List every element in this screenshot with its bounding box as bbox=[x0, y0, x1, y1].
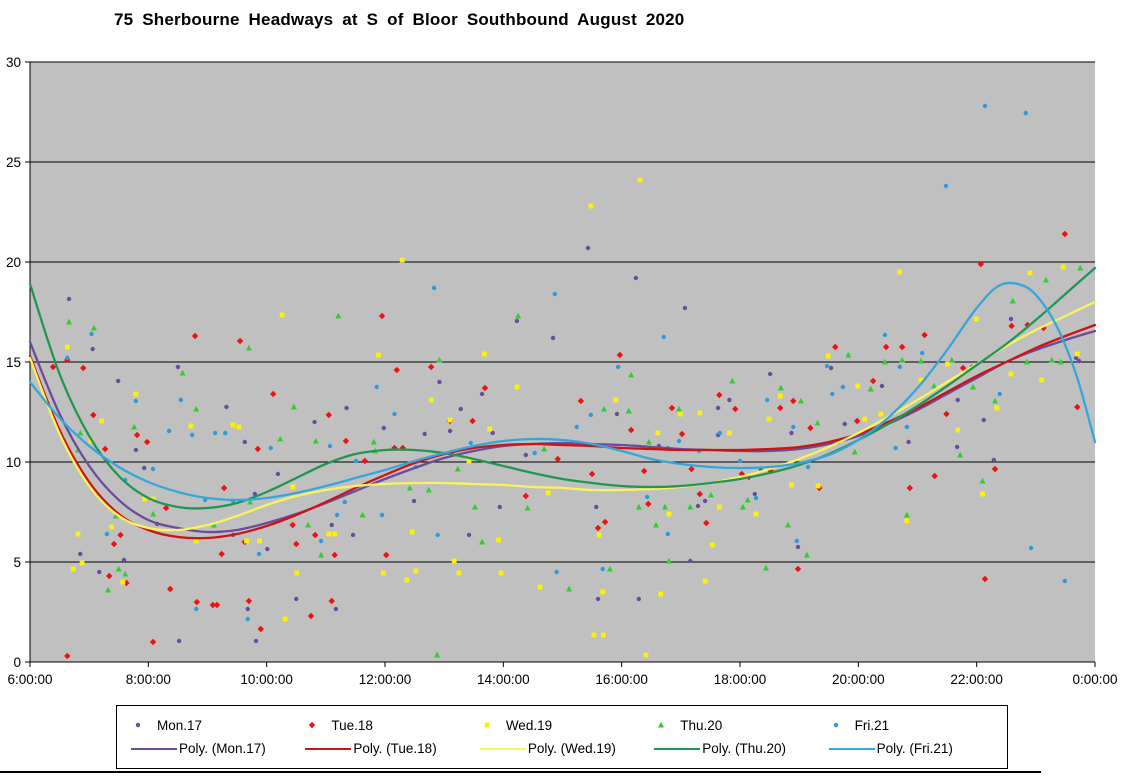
axes bbox=[25, 61, 1096, 667]
x-tick-label: 8:00:00 bbox=[126, 672, 171, 687]
legend-item-thu-20: Thu.20 bbox=[654, 718, 828, 733]
legend-label: Tue.18 bbox=[331, 717, 373, 733]
mon-17-marker-icon bbox=[131, 718, 145, 732]
legend-label: Thu.20 bbox=[680, 717, 723, 733]
fri-21-marker-icon bbox=[829, 718, 843, 732]
plot-area: 0 5 10 15 20 25 30 6:00:00 8:00:00 10:00:00 12:00:… bbox=[6, 55, 1118, 687]
legend-label: Poly. (Fri.21) bbox=[876, 741, 953, 757]
legend-item-poly-tue-18: Poly. (Tue.18) bbox=[305, 741, 479, 756]
legend-label: Mon.17 bbox=[157, 717, 203, 733]
legend-label: Poly. (Thu.20) bbox=[702, 741, 787, 757]
gridlines bbox=[30, 61, 1095, 563]
legend-item-poly-mon-17: Poly. (Mon.17) bbox=[131, 741, 305, 756]
poly-fri-21-line-swatch bbox=[828, 747, 875, 750]
legend: Mon.17 Tue.18 Wed.19 Thu.20 Fri.21 Poly. (Mo… bbox=[116, 705, 1008, 769]
trendline-poly-mon-17 bbox=[28, 329, 1097, 534]
series-wed-19 bbox=[64, 177, 1080, 658]
tue-18-marker-icon bbox=[305, 718, 319, 732]
legend-row-poly: Poly. (Mon.17) Poly. (Tue.18) Poly. (Wed.1… bbox=[131, 741, 1003, 756]
x-tick-label: 10:00:00 bbox=[240, 672, 293, 687]
y-axis-labels: 0 5 10 15 20 25 30 bbox=[6, 55, 21, 670]
x-tick-label: 14:00:00 bbox=[477, 672, 530, 687]
legend-item-poly-fri-21: Poly. (Fri.21) bbox=[828, 741, 1003, 757]
x-tick-label: 12:00:00 bbox=[359, 672, 412, 687]
x-tick-label: 6:00:00 bbox=[7, 672, 52, 687]
legend-item-mon-17: Mon.17 bbox=[131, 718, 305, 733]
legend-label: Wed.19 bbox=[505, 717, 553, 733]
x-tick-label: 0:00:00 bbox=[1072, 672, 1117, 687]
legend-item-fri-21: Fri.21 bbox=[829, 718, 1003, 733]
trendline-poly-wed-19 bbox=[28, 300, 1097, 532]
poly-mon-17-line-swatch bbox=[131, 747, 177, 750]
legend-row-markers: Mon.17 Tue.18 Wed.19 Thu.20 Fri.21 bbox=[131, 718, 1003, 733]
x-tick-label: 18:00:00 bbox=[714, 672, 767, 687]
y-tick-label: 25 bbox=[6, 155, 21, 170]
bottom-border-line bbox=[0, 771, 1041, 773]
legend-label: Poly. (Mon.17) bbox=[179, 741, 266, 757]
y-tick-label: 10 bbox=[6, 455, 21, 470]
poly-wed-19-line-swatch bbox=[479, 747, 526, 750]
trendline-poly-tue-18 bbox=[28, 323, 1097, 540]
poly-tue-18-line-swatch bbox=[305, 747, 352, 750]
y-tick-label: 30 bbox=[6, 55, 21, 70]
wed-19-marker-icon bbox=[480, 718, 494, 732]
x-axis-labels: 6:00:00 8:00:00 10:00:00 12:00:00 14:00:00 16… bbox=[7, 672, 1117, 687]
y-tick-label: 5 bbox=[13, 555, 21, 570]
legend-label: Poly. (Wed.19) bbox=[527, 741, 616, 757]
legend-item-wed-19: Wed.19 bbox=[480, 718, 654, 733]
chart-title: 75 Sherbourne Headways at S of Bloor Sou… bbox=[114, 10, 685, 29]
series-thu-20 bbox=[66, 264, 1084, 658]
legend-item-poly-thu-20: Poly. (Thu.20) bbox=[654, 741, 828, 756]
y-tick-label: 20 bbox=[6, 255, 21, 270]
y-tick-label: 15 bbox=[6, 355, 21, 370]
trendline-poly-fri-21 bbox=[28, 281, 1097, 502]
trendline-poly-thu-20 bbox=[28, 266, 1097, 510]
x-tick-label: 20:00:00 bbox=[832, 672, 885, 687]
legend-label: Fri.21 bbox=[854, 717, 890, 733]
thu-20-marker-icon bbox=[654, 718, 668, 732]
legend-item-poly-wed-19: Poly. (Wed.19) bbox=[479, 741, 654, 757]
series-tue-18 bbox=[49, 230, 1081, 660]
legend-item-tue-18: Tue.18 bbox=[305, 718, 479, 733]
y-tick-label: 0 bbox=[13, 655, 21, 670]
legend-label: Poly. (Tue.18) bbox=[353, 741, 437, 757]
x-tick-label: 22:00:00 bbox=[950, 672, 1003, 687]
x-tick-label: 16:00:00 bbox=[595, 672, 648, 687]
poly-thu-20-line-swatch bbox=[654, 747, 701, 750]
